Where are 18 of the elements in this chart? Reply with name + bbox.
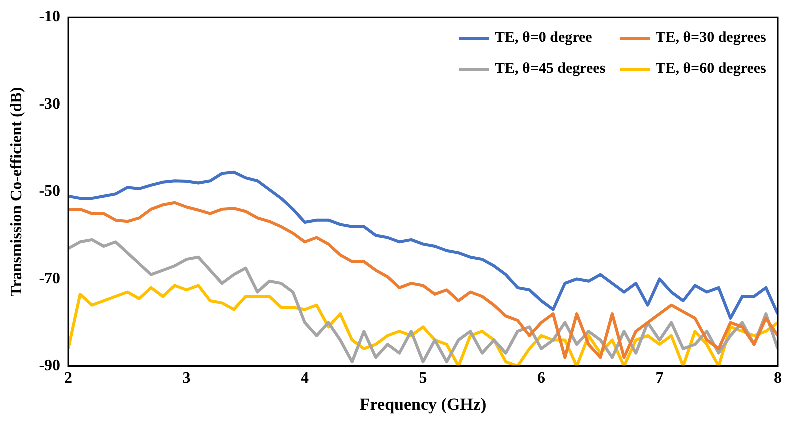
x-tick-label: 6 [538,370,546,388]
x-axis-title: Frequency (GHz) [360,395,487,414]
x-tick-label: 7 [656,370,664,388]
x-tick-label: 8 [774,370,782,388]
legend-label: TE, θ=45 degrees [495,60,606,78]
x-tick-label: 3 [182,370,191,388]
y-axis-title: Transmission Co-efficient (dB) [8,87,26,297]
y-tick-label: -30 [39,96,61,113]
x-tick-label: 5 [419,370,428,388]
y-tick-label: -70 [39,270,61,288]
y-tick-label: -10 [39,8,61,26]
legend-label: TE, θ=0 degree [495,30,592,47]
y-tick-label: -90 [39,358,61,375]
x-tick-label: 4 [301,370,310,388]
legend-label: TE, θ=30 degrees [656,30,766,47]
legend-label: TE, θ=60 degrees [656,60,766,78]
y-tick-label: -50 [39,183,61,200]
x-tick-label: 2 [64,370,73,388]
